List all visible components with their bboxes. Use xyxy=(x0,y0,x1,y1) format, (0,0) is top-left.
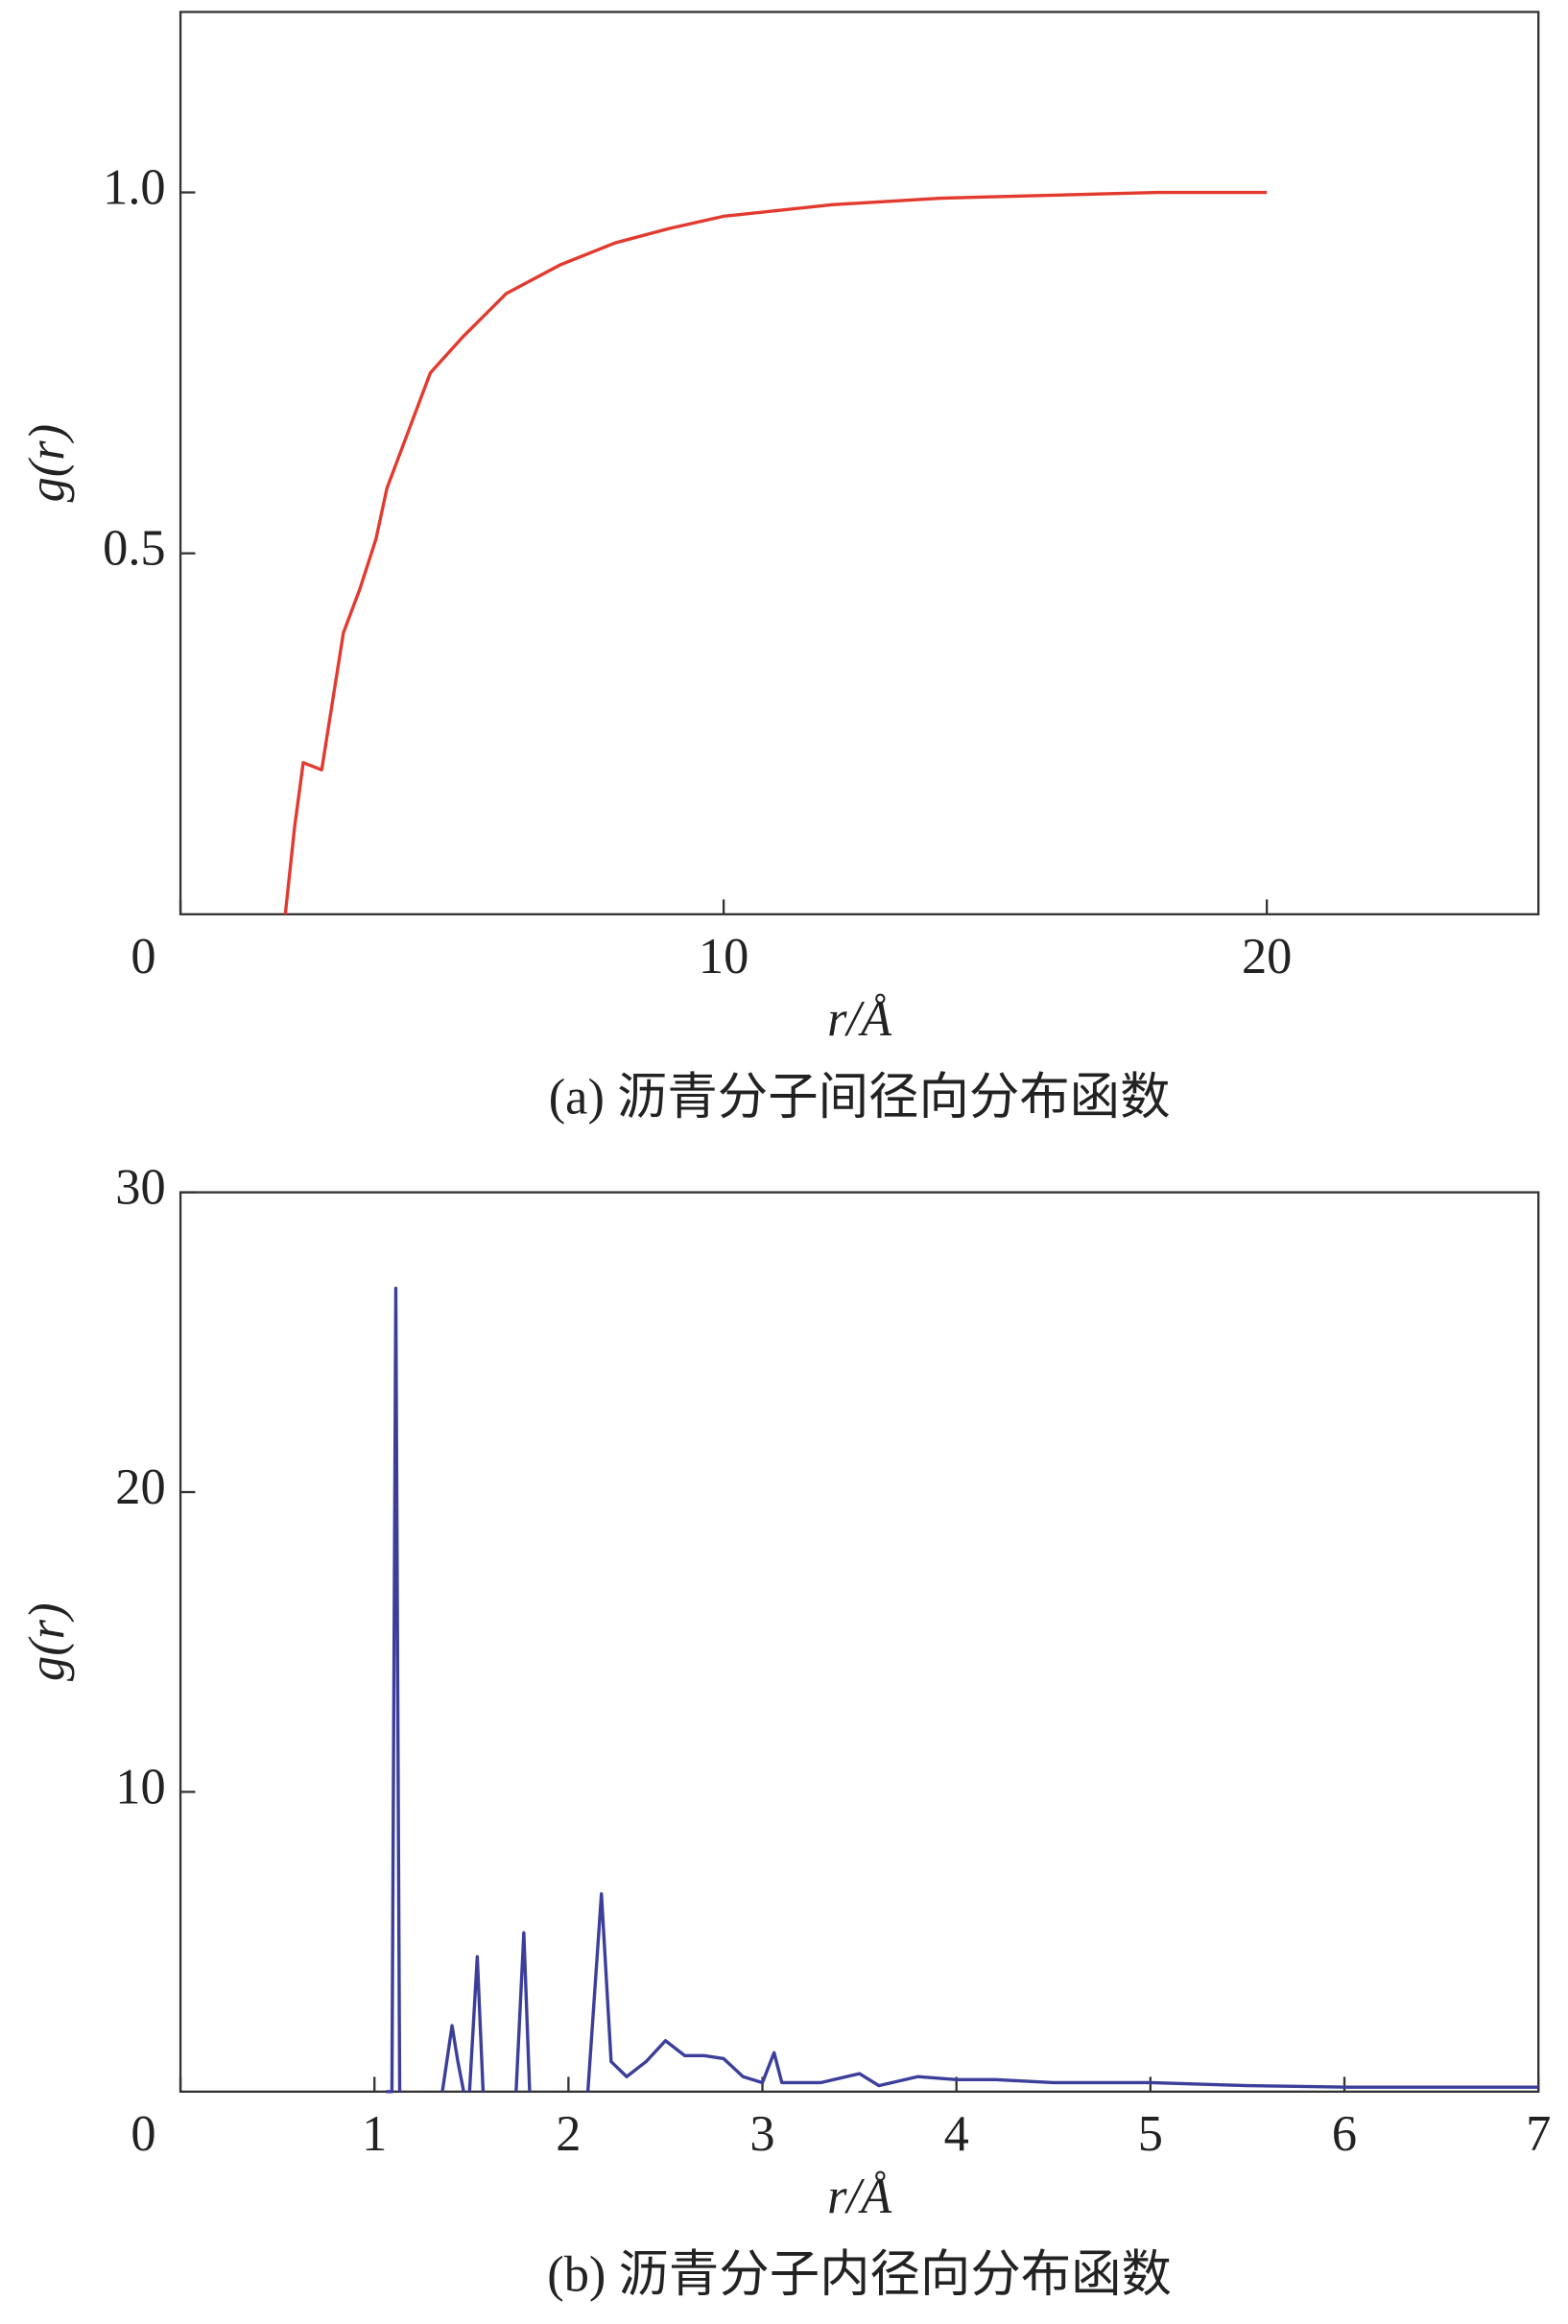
x-tick-label: 3 xyxy=(749,2106,774,2162)
y-axis-label: g(r) xyxy=(19,1602,75,1681)
caption: (b) 沥青分子内径向分布函数 xyxy=(547,2247,1172,2303)
y-tick-label: 0.5 xyxy=(103,521,166,577)
y-axis-label: g(r) xyxy=(19,424,75,503)
x-tick-label: 0 xyxy=(131,929,155,984)
plot-frame xyxy=(178,11,1540,915)
y-tick-label: 20 xyxy=(115,1459,165,1515)
y-tick-label: 30 xyxy=(115,1160,165,1216)
y-tick-label: 10 xyxy=(115,1759,165,1814)
x-tick-label: 6 xyxy=(1332,2106,1357,2162)
x-axis-label: r/Å xyxy=(827,2169,892,2224)
data-line xyxy=(283,190,1268,914)
x-tick-label: 0 xyxy=(131,2106,155,2162)
x-tick-label: 10 xyxy=(699,929,748,984)
data-line xyxy=(386,1286,1539,2094)
x-tick-label: 5 xyxy=(1138,2106,1163,2162)
x-axis-label: r/Å xyxy=(827,991,892,1047)
x-tick-label: 4 xyxy=(944,2106,969,2162)
x-tick-label: 7 xyxy=(1526,2106,1551,2162)
x-tick-label: 20 xyxy=(1242,929,1292,984)
caption: (a) 沥青分子间径向分布函数 xyxy=(549,1070,1171,1126)
x-tick-label: 1 xyxy=(362,2106,387,2162)
x-tick-label: 2 xyxy=(556,2106,581,2162)
plot-frame xyxy=(178,1191,1540,2093)
y-tick-label: 1.0 xyxy=(103,160,166,216)
